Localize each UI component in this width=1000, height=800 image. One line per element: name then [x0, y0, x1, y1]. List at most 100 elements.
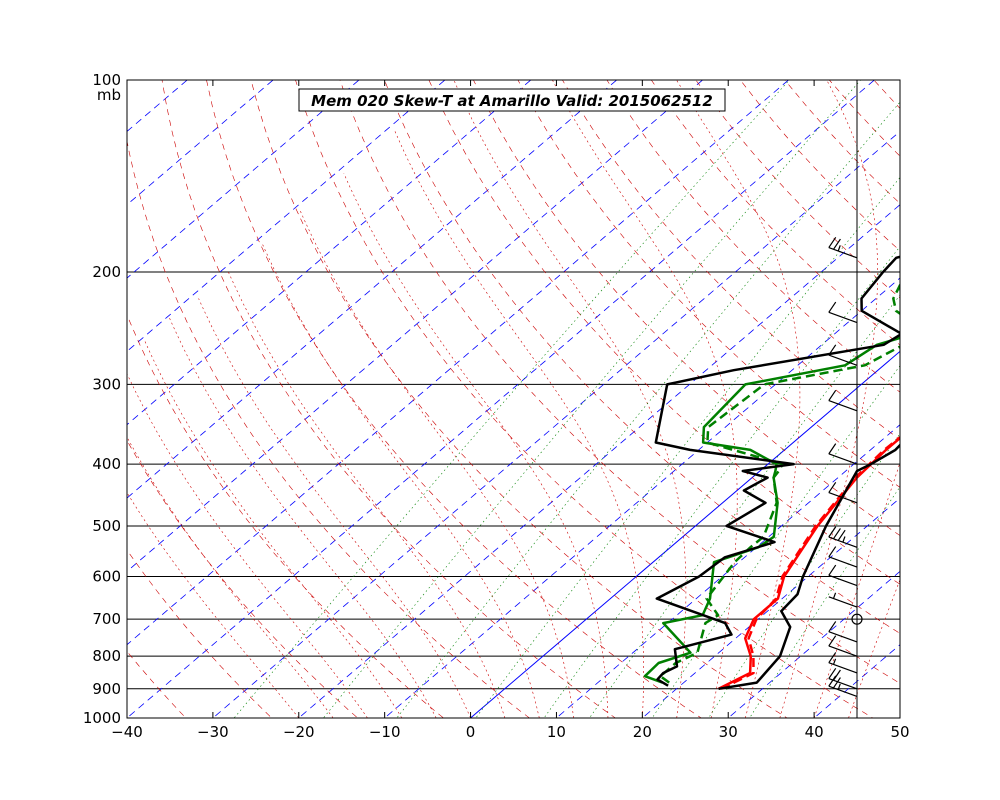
wind-barb-flag [828, 564, 837, 576]
wind-barb-flag [828, 526, 837, 538]
x-tick-label: 50 [890, 723, 909, 741]
dry-adiabat-line [295, 80, 874, 718]
moist-adiabat-line [453, 80, 687, 718]
moist-adiabat-line [127, 492, 300, 718]
wind-barb [828, 453, 858, 465]
wind-barb-flag [833, 528, 841, 540]
series-temperature-solid [718, 436, 900, 690]
x-tick-label: −10 [369, 723, 401, 741]
y-tick-label: 300 [92, 375, 121, 393]
series-temperature-dashed [720, 435, 900, 690]
dry-adiabat-line [250, 80, 788, 718]
wind-barb-flag [833, 677, 841, 689]
y-tick-label: 200 [92, 263, 121, 281]
wind-barb [828, 631, 858, 643]
x-tick-label: 40 [805, 723, 824, 741]
wind-barb-flag [828, 546, 837, 558]
x-tick-label: 0 [466, 723, 476, 741]
isotherm-line [127, 80, 360, 279]
dry-adiabat-line [127, 313, 444, 718]
y-tick-label: 800 [92, 647, 121, 665]
moist-adiabat-line [676, 80, 801, 718]
mixing-ratio-line [651, 365, 900, 718]
mixing-ratio-line [708, 433, 900, 718]
plot-frame [126, 79, 901, 719]
isotherm-line [899, 717, 900, 718]
wind-barb [828, 354, 858, 366]
wind-barb-flag [837, 529, 846, 541]
y-tick-label: 500 [92, 517, 121, 535]
wind-barb-flag [833, 669, 841, 681]
mixing-ratio-line [323, 80, 861, 718]
pressure-unit-label: mb [97, 86, 121, 104]
moist-adiabat-line [299, 210, 574, 718]
series-dewpoint-dashed [659, 283, 900, 684]
isotherm-line [469, 350, 900, 718]
isotherm-line [298, 204, 900, 718]
wind-barb-flag [828, 621, 837, 633]
moist-adiabat-line [394, 130, 644, 718]
wind-barb-flag [828, 675, 837, 687]
moist-adiabat-line [198, 298, 471, 718]
moist-adiabat-line [813, 461, 900, 718]
isotherm-line [127, 80, 532, 426]
moist-adiabat-line [228, 271, 506, 718]
wind-barb [828, 556, 858, 568]
mixing-ratio-line [749, 486, 900, 718]
dry-adiabat-line [892, 51, 1000, 732]
series-temperature-member [718, 443, 900, 691]
mixing-ratio-line [589, 294, 900, 718]
x-tick-label: 10 [547, 723, 566, 741]
x-tick-label: −30 [197, 723, 229, 741]
isotherm-line [127, 80, 790, 646]
title-box [298, 88, 726, 112]
dry-adiabat-line [650, 80, 900, 346]
dry-adiabat-line [161, 80, 616, 718]
moist-adiabat-line [127, 372, 368, 718]
dry-adiabat-line [606, 80, 900, 393]
y-tick-label: 100 [92, 71, 121, 89]
dry-adiabat-line [127, 139, 530, 718]
wind-barb [828, 574, 858, 587]
mixing-ratio-line [543, 246, 900, 718]
wind-barb-flag [828, 667, 837, 679]
dry-adiabat-line [873, 80, 900, 109]
background-lines [0, 51, 1000, 732]
wind-barb [828, 399, 858, 412]
sounding-lines [643, 255, 900, 691]
dry-adiabat-line [127, 439, 359, 718]
mixing-ratio-line [396, 101, 900, 718]
wind-barbs [828, 80, 863, 718]
isotherm-line [727, 570, 900, 718]
isotherm-line [212, 130, 900, 718]
moist-adiabat-line [143, 339, 403, 718]
isotherm-line [970, 51, 1000, 732]
wind-barb-half-flag [842, 536, 846, 543]
wind-barb-half-flag [837, 683, 841, 690]
y-tick-label: 400 [92, 455, 121, 473]
y-tick-label: 700 [92, 610, 121, 628]
dry-adiabat-line [339, 80, 900, 684]
mixing-ratio-line [475, 177, 900, 718]
dry-adiabat-line [206, 80, 702, 718]
isotherm-line [383, 277, 900, 718]
wind-barb-half-flag [837, 245, 841, 252]
wind-barb-flag [828, 481, 837, 493]
wind-barb-flag [828, 635, 837, 647]
wind-barb [828, 247, 858, 259]
moist-adiabat-line [261, 242, 540, 718]
series-dewpoint-solid [643, 283, 900, 684]
y-tick-label: 1000 [83, 709, 121, 727]
chart-title: Mem 020 Skew-T at Amarillo Valid: 201506… [311, 92, 713, 110]
isotherm-line [127, 80, 274, 206]
dry-adiabat-line [935, 51, 1000, 732]
y-tick-label: 600 [92, 567, 121, 585]
moist-adiabat-line [343, 173, 609, 718]
x-tick-label: 20 [633, 723, 652, 741]
wind-barb-flag [828, 301, 837, 313]
dry-adiabat-line [695, 80, 900, 299]
isotherm-line [641, 497, 900, 718]
wind-barb-flag [828, 443, 837, 455]
isotherm-line [0, 51, 50, 732]
